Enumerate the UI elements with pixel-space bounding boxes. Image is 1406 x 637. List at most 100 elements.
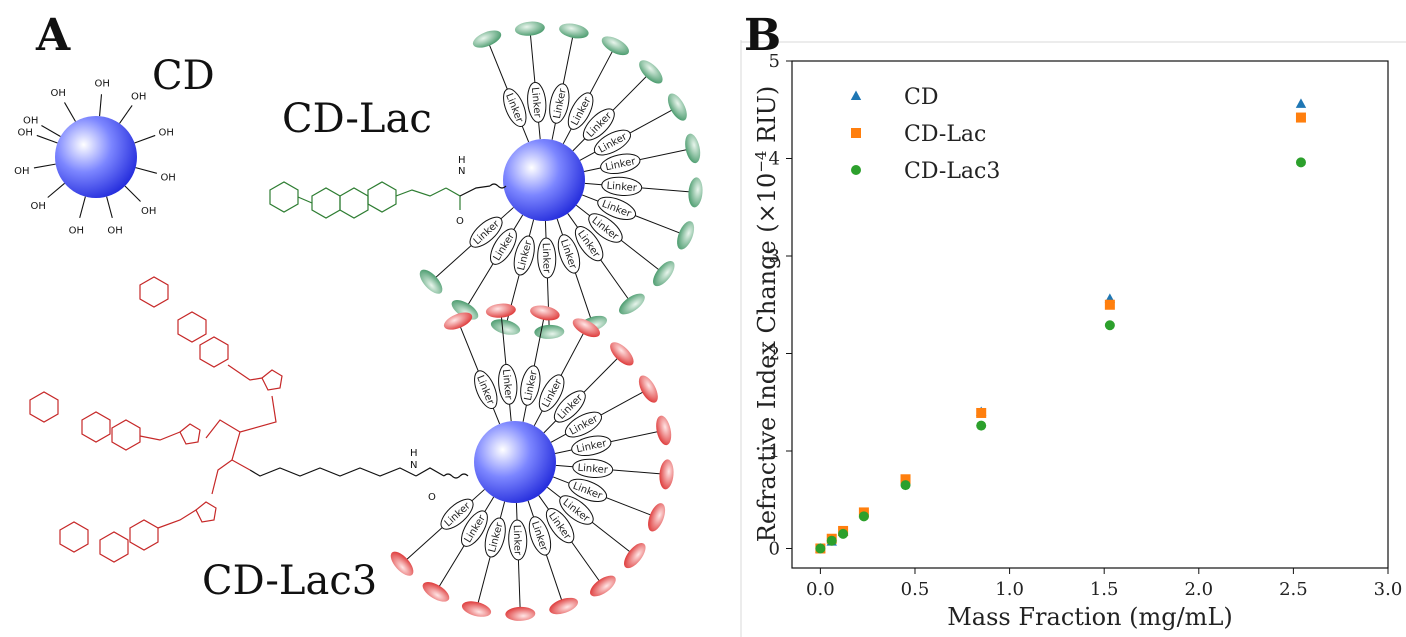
sugar-end-ellipse (610, 342, 634, 366)
sugar-end-ellipse (685, 133, 701, 164)
linker-label: Linker (500, 369, 514, 401)
linker-oval (508, 519, 528, 561)
scatter-chart: 0.0 0.5 1.0 1.5 2.0 2.5 3.0 0 1 2 3 4 5 CD CD-Lac CD-… (752, 51, 1402, 631)
cdlac-label: CD-Lac (282, 96, 432, 142)
sugar-end-ellipse (451, 300, 479, 320)
data-points (815, 98, 1307, 554)
carboxyl-oh-label: OH (14, 166, 29, 177)
linker-oval (568, 478, 608, 502)
series-cd-lac3 (815, 157, 1306, 554)
carboxyl-oh-label: OH (141, 206, 156, 217)
legend-label: CD-Lac3 (904, 159, 1000, 184)
linker-badge: Linker (568, 478, 608, 502)
x-tick-label: 0.0 (806, 579, 835, 600)
sugar-end-ellipse (624, 542, 646, 569)
cdlac3-core-sphere (474, 421, 556, 503)
carboxyl-arm (135, 167, 157, 174)
y-axis-title-main: Refractive Index Change ( (753, 223, 781, 542)
x-tick-label: 3.0 (1374, 579, 1403, 600)
carboxyl-arm (119, 105, 133, 124)
linker-badge: Linker (520, 365, 541, 406)
data-point (1295, 112, 1306, 123)
cdlac-core-sphere (503, 139, 585, 221)
sugar-end-ellipse (461, 601, 492, 617)
carboxyl-arm (33, 163, 56, 169)
data-point (900, 480, 911, 491)
y-tick-label: 5 (769, 51, 780, 72)
carboxyl-oh-label: OH (95, 78, 110, 89)
linker-oval (567, 92, 594, 130)
linker-oval (440, 498, 474, 530)
carboxyl-arm (99, 94, 103, 117)
series-cd (815, 98, 1307, 553)
sugar-end-ellipse (639, 60, 663, 84)
carboxyl-oh-label: OH (31, 201, 46, 212)
linker-oval (498, 363, 518, 405)
legend-label: CD-Lac (904, 122, 986, 147)
series-cd-lac (815, 112, 1306, 554)
cdlac3-molecule: CD-Lac3 Linker Linker Linker LinkerLinkerLi… (29, 276, 674, 621)
cdlac3-carbonyl-o: O (428, 492, 436, 503)
linker-oval (461, 510, 488, 547)
sugar-end-ellipse (485, 303, 516, 318)
linker-oval (538, 374, 565, 412)
linker-oval (588, 213, 623, 243)
x-axis-ticks: 0.0 0.5 1.0 1.5 2.0 2.5 3.0 (806, 568, 1402, 600)
cd-core-sphere (55, 116, 137, 198)
data-point (1295, 157, 1306, 168)
plot-frame (791, 60, 1389, 569)
y-tick-label: 3 (769, 246, 780, 267)
linker-oval (513, 235, 535, 276)
linker-oval (545, 508, 575, 544)
linker-label: Linker (540, 243, 552, 275)
linker-oval (520, 365, 541, 406)
data-point (1104, 320, 1115, 331)
sugar-end-ellipse (688, 177, 703, 208)
carboxyl-oh-label: OH (18, 127, 33, 138)
data-point (1104, 299, 1115, 310)
carboxyl-arm (36, 134, 58, 144)
linker-oval (582, 108, 615, 141)
y-tick-label: 1 (769, 441, 780, 462)
linker-label: Linker (606, 181, 638, 195)
sugar-end-ellipse (656, 415, 672, 446)
y-axis-title-times: ×10 (753, 173, 781, 224)
data-point (976, 420, 987, 431)
carboxyl-arm (47, 182, 65, 198)
data-point (858, 511, 869, 522)
x-tick-label: 1.0 (995, 579, 1024, 600)
y-tick-label: 2 (769, 344, 780, 365)
linker-oval (503, 88, 527, 128)
sugar-end-ellipse (390, 551, 414, 576)
sugar-end-ellipse (443, 312, 473, 330)
sugar-end-ellipse (590, 575, 616, 597)
linker-oval (469, 216, 503, 248)
data-point (826, 535, 837, 546)
linker-badge: Linker (549, 83, 570, 124)
carboxyl-arm (79, 196, 86, 218)
linker-badge: Linker (498, 363, 518, 405)
linker-oval (571, 435, 612, 457)
carboxyl-oh-label: OH (160, 172, 175, 183)
y-axis-title-unit: RIU) (753, 86, 781, 151)
data-point (1295, 98, 1307, 108)
panel-b-letter: B (744, 10, 781, 61)
y-axis-ticks: 0 1 2 3 4 5 (769, 51, 792, 560)
linker-badge: Linker (537, 237, 557, 279)
sugar-end-ellipse (472, 30, 502, 48)
carboxyl-arm (64, 102, 76, 122)
sugar-end-ellipse (549, 597, 579, 615)
linker-oval (474, 370, 498, 410)
sugar-end-ellipse (505, 606, 536, 621)
linker-badge: Linker (503, 88, 527, 128)
sugar-end-ellipse (490, 319, 521, 335)
carboxyl-oh-label: OH (51, 88, 66, 99)
carboxyl-arm (134, 134, 156, 144)
linker-oval (557, 234, 581, 274)
x-axis-title: Mass Fraction (mg/mL) (947, 603, 1233, 631)
data-point (838, 528, 849, 539)
sugar-end-ellipse (422, 582, 450, 602)
